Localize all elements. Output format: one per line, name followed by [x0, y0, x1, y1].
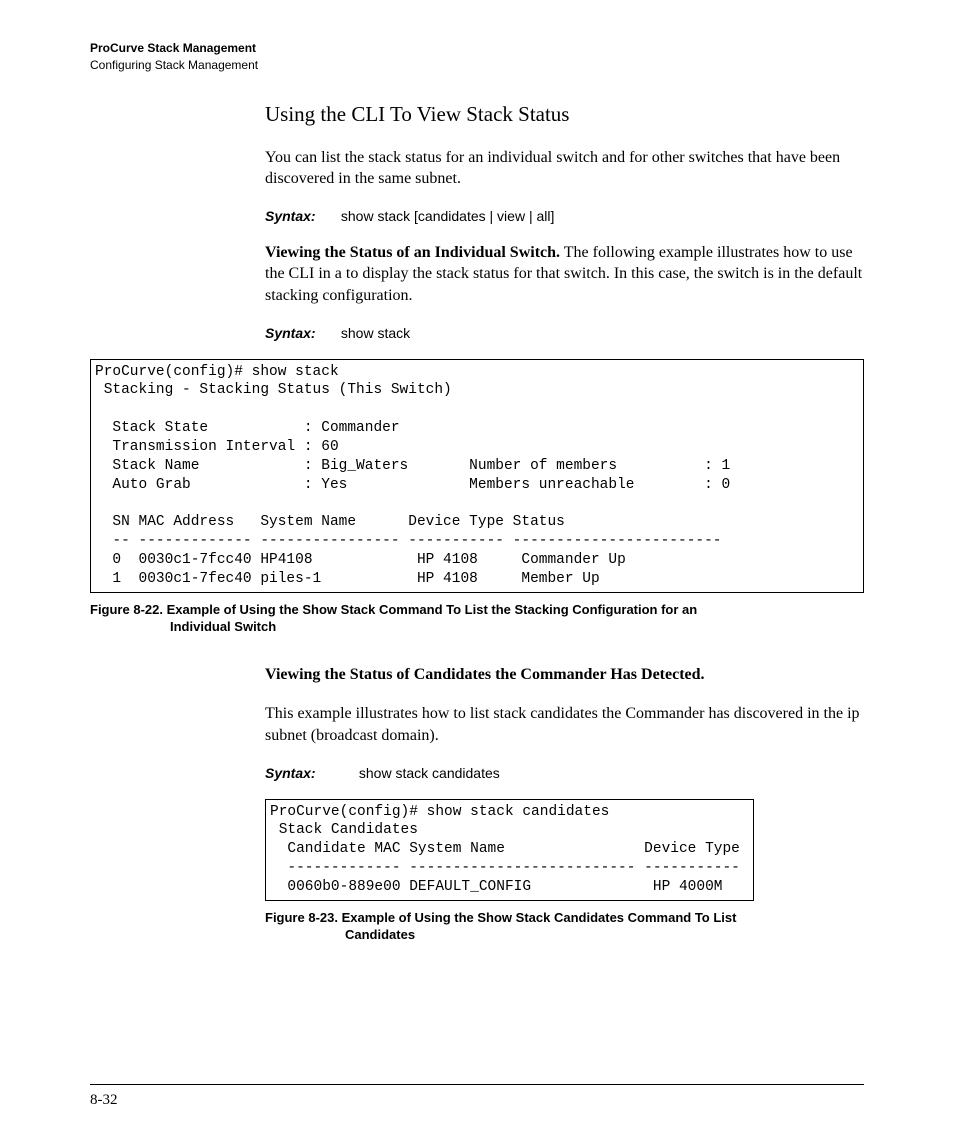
caption-line-2: Individual Switch	[90, 618, 864, 636]
syntax-row-3: Syntax: show stack candidates	[265, 765, 864, 781]
terminal-output-1: ProCurve(config)# show stack Stacking - …	[90, 359, 864, 593]
para-viewing-individual: Viewing the Status of an Individual Swit…	[265, 242, 864, 307]
syntax-label: Syntax:	[265, 765, 355, 781]
footer-rule	[90, 1084, 864, 1085]
header-title: ProCurve Stack Management	[90, 40, 864, 57]
main-content: Using the CLI To View Stack Status You c…	[265, 102, 864, 341]
main-content-2: Viewing the Status of Candidates the Com…	[265, 664, 864, 781]
syntax-command: show stack [candidates | view | all]	[341, 208, 554, 224]
para-viewing-candidates: Viewing the Status of Candidates the Com…	[265, 664, 864, 686]
syntax-label: Syntax:	[265, 208, 337, 224]
para-candidates-body: This example illustrates how to list sta…	[265, 703, 864, 746]
header-subtitle: Configuring Stack Management	[90, 57, 864, 74]
run-in-heading: Viewing the Status of Candidates the Com…	[265, 666, 705, 683]
caption-line-1: Figure 8-22. Example of Using the Show S…	[90, 601, 864, 619]
syntax-row-1: Syntax: show stack [candidates | view | …	[265, 208, 864, 224]
syntax-command: show stack	[341, 325, 410, 341]
page-header: ProCurve Stack Management Configuring St…	[90, 40, 864, 74]
intro-paragraph: You can list the stack status for an ind…	[265, 147, 864, 190]
syntax-label: Syntax:	[265, 325, 337, 341]
syntax-command: show stack candidates	[359, 765, 500, 781]
caption-line-1: Figure 8-23. Example of Using the Show S…	[265, 909, 864, 927]
syntax-row-2: Syntax: show stack	[265, 325, 864, 341]
figure-caption-2: Figure 8-23. Example of Using the Show S…	[265, 909, 864, 944]
terminal-output-2: ProCurve(config)# show stack candidates …	[265, 799, 754, 901]
page-number: 8-32	[90, 1092, 118, 1109]
section-title: Using the CLI To View Stack Status	[265, 102, 864, 127]
figure-caption-1: Figure 8-22. Example of Using the Show S…	[90, 601, 864, 636]
caption-line-2: Candidates	[265, 926, 864, 944]
run-in-heading: Viewing the Status of an Individual Swit…	[265, 244, 560, 261]
